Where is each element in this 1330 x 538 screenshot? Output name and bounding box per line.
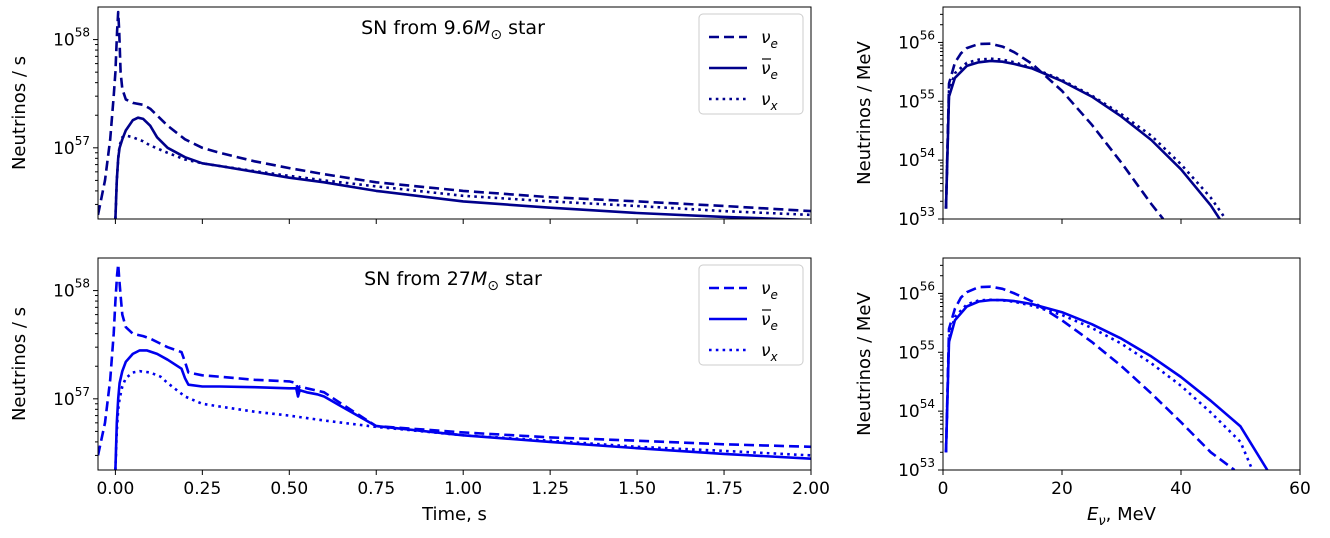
legend-label: νe [761, 28, 778, 51]
y-tick-label: 1057 [53, 134, 90, 159]
x-tick-label: 2.00 [792, 479, 830, 499]
x-axis-label: Eν, MeV [1087, 504, 1157, 529]
series-solid-line [944, 59, 1221, 219]
series-solid-line [944, 298, 1269, 470]
x-tick-label: 1.00 [444, 479, 482, 499]
panel-1: 1057 1058 Neutrinos / s SN from 9.6M⊙ star ν… [9, 6, 812, 224]
y-tick-label: 1054 [898, 397, 935, 422]
series-group [98, 262, 811, 470]
series-dashed-line [944, 42, 1165, 219]
axes-frame [942, 257, 1301, 471]
series-group [944, 42, 1227, 219]
y-tick-label: 1058 [53, 26, 90, 51]
y-axis-label: Neutrinos / MeV [854, 41, 875, 185]
x-tick-label: 1.50 [618, 479, 656, 499]
y-axis-label: Neutrinos / s [9, 307, 30, 421]
legend-label: νe [761, 59, 778, 82]
series-solid-line [114, 349, 811, 470]
legend-label: νe [761, 310, 778, 333]
legend: νe νe νx [698, 13, 804, 115]
y-tick-label: 1056 [898, 28, 935, 53]
x-tick-label: 0.50 [270, 479, 308, 499]
series-group [98, 10, 811, 219]
legend-box [698, 13, 804, 115]
panel-4: 0 20 40 60 1053 1054 1055 1056 Neutrinos / MeV Eν… [854, 257, 1311, 529]
panel-3: 0.00 0.25 0.50 0.75 1.00 1.25 1.50 1.75 2.00 1057… [9, 257, 830, 525]
series-dotted-line [114, 134, 811, 219]
x-tick-label: 60 [1289, 479, 1311, 499]
series-group [944, 285, 1269, 470]
legend-label: νe [761, 279, 778, 302]
x-tick-label: 20 [1051, 479, 1073, 499]
x-tick-label: 0.00 [96, 479, 134, 499]
series-dotted-line [944, 57, 1227, 219]
y-tick-label: 1055 [898, 87, 935, 112]
y-axis-label: Neutrinos / MeV [854, 292, 875, 436]
x-tick-label: 1.75 [705, 479, 743, 499]
x-tick-label: 1.25 [531, 479, 569, 499]
series-solid-line [114, 116, 811, 219]
panel-title: SN from 27M⊙ star [364, 268, 542, 294]
y-tick-label: 1058 [53, 277, 90, 302]
legend-label: νx [761, 341, 779, 364]
y-tick-label: 1053 [898, 456, 935, 481]
series-dotted-line [944, 298, 1254, 470]
panel-title: SN from 9.6M⊙ star [361, 17, 545, 43]
y-axis-label: Neutrinos / s [9, 56, 30, 170]
x-tick-label: 40 [1170, 479, 1192, 499]
x-axis-label: Time, s [421, 504, 487, 525]
legend: νe νe νx [698, 264, 804, 366]
axes-frame [97, 257, 812, 471]
x-tick-label: 0 [938, 479, 949, 499]
series-dashed-line [944, 285, 1236, 470]
x-tick-label: 0.75 [357, 479, 395, 499]
y-tick-label: 1053 [898, 205, 935, 230]
y-tick-label: 1057 [53, 385, 90, 410]
series-dashed-line [98, 10, 811, 216]
y-tick-label: 1055 [898, 338, 935, 363]
axes-frame [97, 6, 812, 220]
axes-frame [942, 6, 1301, 220]
legend-label: νx [761, 90, 779, 113]
y-tick-label: 1054 [898, 146, 935, 171]
legend-box [698, 264, 804, 366]
panel-2: 1053 1054 1055 1056 Neutrinos / MeV [854, 6, 1301, 230]
x-tick-label: 0.25 [183, 479, 221, 499]
y-tick-label: 1056 [898, 279, 935, 304]
